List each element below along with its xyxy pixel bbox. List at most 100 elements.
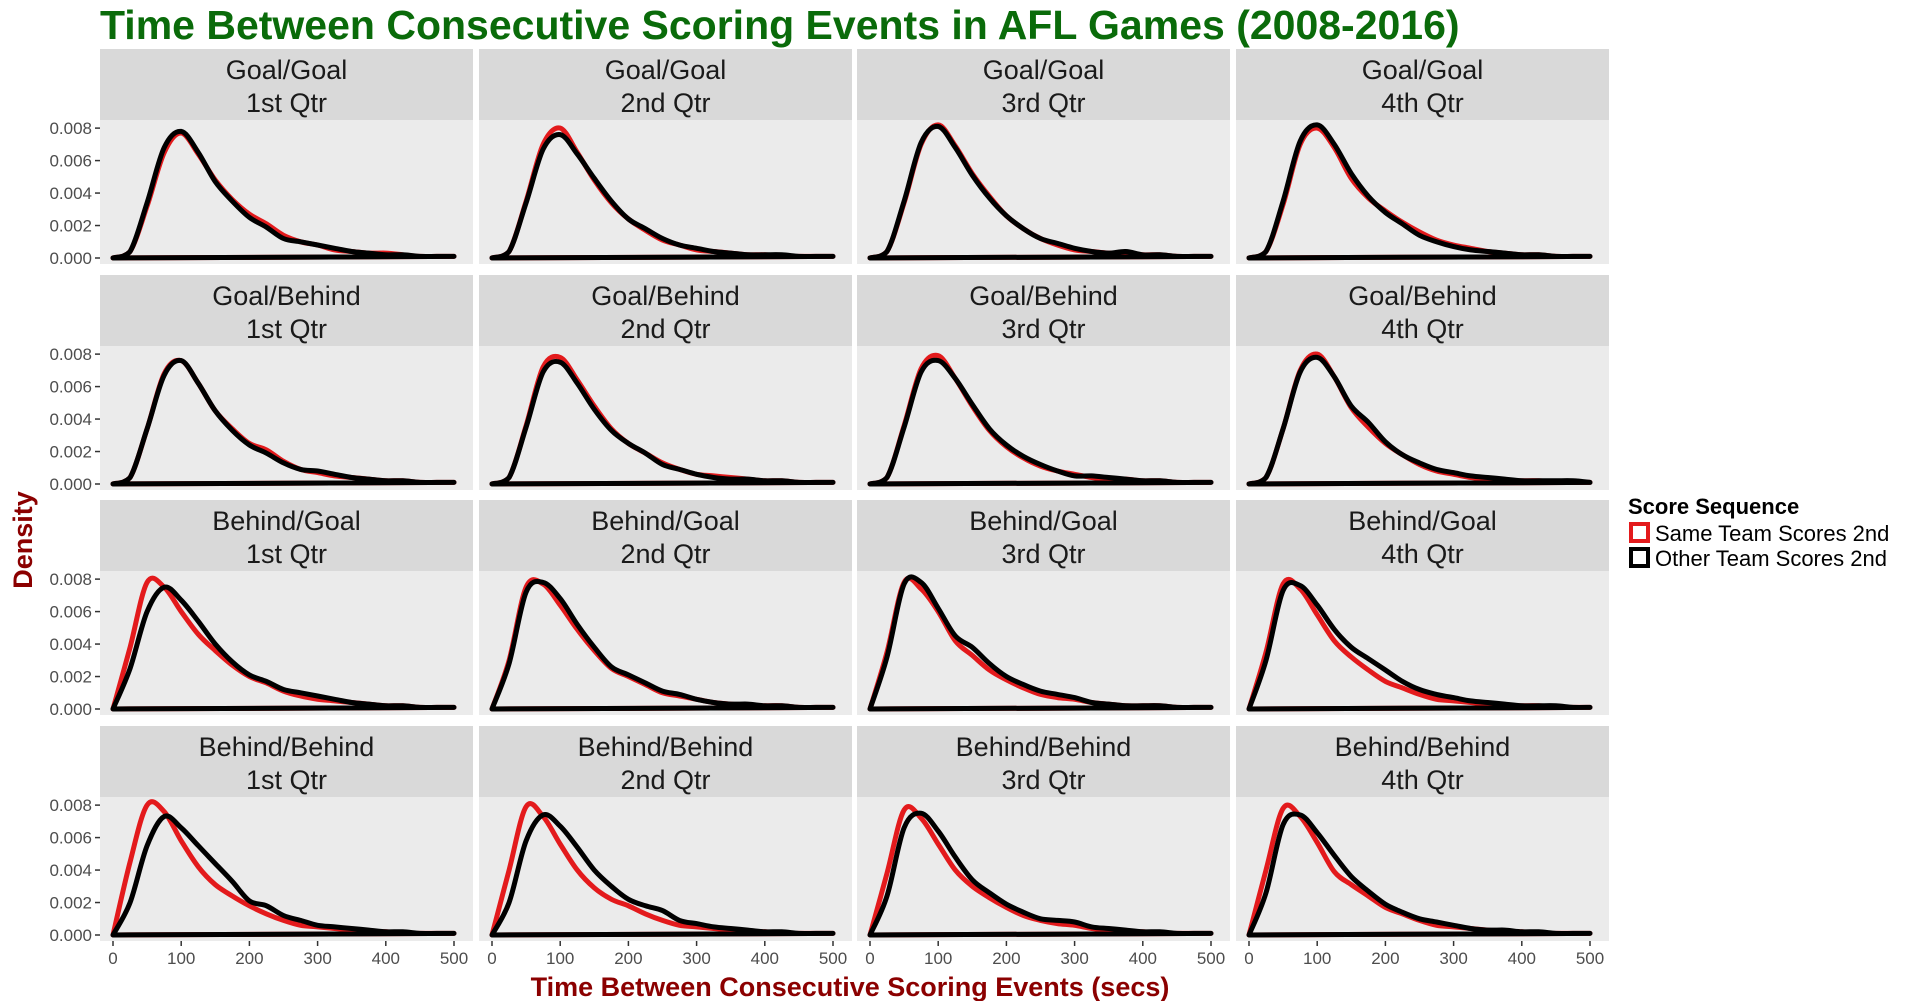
x-tick-label: 100 bbox=[167, 949, 195, 968]
y-tick-label: 0.000 bbox=[49, 249, 92, 268]
density-line-other-team bbox=[1246, 579, 1593, 712]
x-tick-label: 100 bbox=[546, 949, 574, 968]
facet-strip bbox=[100, 500, 473, 571]
y-tick-label: 0.004 bbox=[49, 410, 92, 429]
y-tick-label: 0.008 bbox=[49, 570, 92, 589]
density-line-other-team bbox=[110, 128, 457, 261]
y-tick-label: 0.004 bbox=[49, 184, 92, 203]
legend-title: Score Sequence bbox=[1628, 494, 1799, 519]
y-tick-label: 0.008 bbox=[49, 796, 92, 815]
density-line-other-team bbox=[1246, 811, 1593, 938]
facet-strip-sequence: Behind/Behind bbox=[956, 732, 1132, 762]
plot-background bbox=[479, 346, 852, 490]
y-tick-label: 0.000 bbox=[49, 475, 92, 494]
density-line-other-team bbox=[1246, 354, 1593, 487]
x-tick-label: 0 bbox=[108, 949, 117, 968]
y-tick-label: 0.000 bbox=[49, 926, 92, 945]
density-line-other-team bbox=[489, 811, 836, 938]
x-tick-label: 500 bbox=[440, 949, 468, 968]
density-line-other-team bbox=[110, 813, 457, 938]
facet-strip-sequence: Goal/Goal bbox=[983, 55, 1105, 85]
legend-label-same-team: Same Team Scores 2nd bbox=[1655, 521, 1889, 546]
density-line-other-team bbox=[867, 123, 1214, 261]
x-tick-label: 300 bbox=[303, 949, 331, 968]
facet-strip-quarter: 1st Qtr bbox=[246, 765, 327, 795]
x-tick-label: 0 bbox=[865, 949, 874, 968]
facet-strip bbox=[857, 726, 1230, 797]
x-tick-label: 0 bbox=[1244, 949, 1253, 968]
density-line-other-team bbox=[110, 584, 457, 712]
facet-strip bbox=[479, 726, 852, 797]
x-tick-label: 100 bbox=[924, 949, 952, 968]
density-line-other-team bbox=[1246, 122, 1593, 261]
facet-strip-quarter: 1st Qtr bbox=[246, 314, 327, 344]
facet-strip-sequence: Goal/Behind bbox=[212, 281, 361, 311]
y-tick-label: 0.002 bbox=[49, 443, 92, 462]
facet-strip-quarter: 4th Qtr bbox=[1381, 88, 1464, 118]
x-tick-label: 500 bbox=[1197, 949, 1225, 968]
y-tick-label: 0.002 bbox=[49, 217, 92, 236]
y-axis-title: Density bbox=[8, 491, 38, 589]
facet-strip bbox=[857, 500, 1230, 571]
facet-strip-quarter: 3rd Qtr bbox=[1001, 539, 1085, 569]
y-tick-label: 0.002 bbox=[49, 668, 92, 687]
facet-strip bbox=[479, 500, 852, 571]
x-tick-label: 300 bbox=[682, 949, 710, 968]
x-tick-label: 500 bbox=[819, 949, 847, 968]
facet-strip-quarter: 4th Qtr bbox=[1381, 314, 1464, 344]
y-tick-label: 0.006 bbox=[49, 829, 92, 848]
facet-strip bbox=[1236, 49, 1609, 120]
x-tick-label: 300 bbox=[1060, 949, 1088, 968]
y-tick-label: 0.006 bbox=[49, 152, 92, 171]
facet-strip-quarter: 2nd Qtr bbox=[620, 539, 710, 569]
facet-strip-sequence: Goal/Behind bbox=[969, 281, 1118, 311]
chart-title: Time Between Consecutive Scoring Events … bbox=[100, 2, 1460, 48]
y-tick-label: 0.000 bbox=[49, 700, 92, 719]
facet-strip-sequence: Behind/Behind bbox=[1335, 732, 1511, 762]
facet-strip-sequence: Behind/Goal bbox=[591, 506, 740, 536]
x-tick-label: 0 bbox=[487, 949, 496, 968]
plot-background bbox=[100, 346, 473, 490]
facet-strip bbox=[1236, 726, 1609, 797]
facet-strip-sequence: Behind/Behind bbox=[578, 732, 754, 762]
y-tick-label: 0.008 bbox=[49, 119, 92, 138]
x-tick-label: 300 bbox=[1439, 949, 1467, 968]
facet-strip bbox=[1236, 275, 1609, 346]
facet-strip-sequence: Behind/Goal bbox=[212, 506, 361, 536]
x-tick-label: 500 bbox=[1576, 949, 1604, 968]
x-tick-label: 400 bbox=[372, 949, 400, 968]
plot-background bbox=[479, 797, 852, 941]
facet-strip-sequence: Behind/Goal bbox=[1348, 506, 1497, 536]
facet-strip bbox=[1236, 500, 1609, 571]
x-tick-label: 200 bbox=[992, 949, 1020, 968]
facet-strip-quarter: 4th Qtr bbox=[1381, 539, 1464, 569]
facet-strip-quarter: 2nd Qtr bbox=[620, 88, 710, 118]
density-line-other-team bbox=[867, 574, 1214, 712]
x-tick-label: 400 bbox=[1508, 949, 1536, 968]
y-tick-label: 0.008 bbox=[49, 345, 92, 364]
facet-strip-quarter: 1st Qtr bbox=[246, 88, 327, 118]
x-tick-label: 400 bbox=[1129, 949, 1157, 968]
legend-label-other-team: Other Team Scores 2nd bbox=[1655, 546, 1887, 571]
density-line-other-team bbox=[489, 578, 836, 712]
y-tick-label: 0.004 bbox=[49, 861, 92, 880]
facet-strip-quarter: 1st Qtr bbox=[246, 539, 327, 569]
facet-strip bbox=[100, 49, 473, 120]
y-tick-label: 0.006 bbox=[49, 378, 92, 397]
density-line-other-team bbox=[489, 358, 836, 487]
facet-strip-quarter: 2nd Qtr bbox=[620, 765, 710, 795]
